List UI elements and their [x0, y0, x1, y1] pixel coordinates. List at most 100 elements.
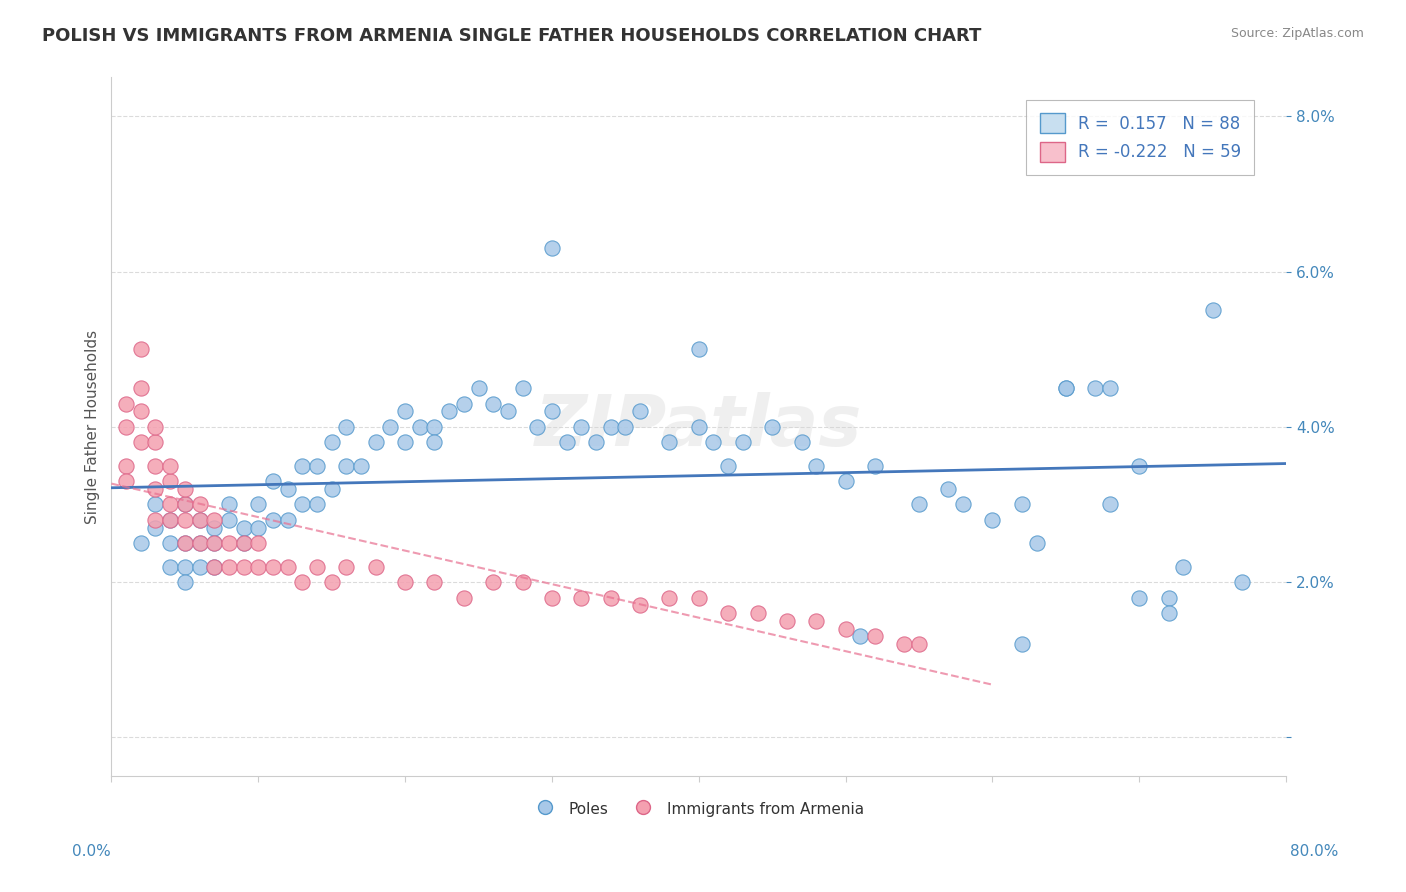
Point	[394, 404, 416, 418]
Point	[129, 404, 152, 418]
Point	[453, 591, 475, 605]
Point	[173, 498, 195, 512]
Legend: Poles, Immigrants from Armenia: Poles, Immigrants from Armenia	[527, 794, 870, 824]
Point	[159, 513, 181, 527]
Point	[202, 521, 225, 535]
Point	[159, 458, 181, 473]
Point	[129, 536, 152, 550]
Point	[1025, 536, 1047, 550]
Point	[202, 536, 225, 550]
Point	[747, 606, 769, 620]
Point	[232, 559, 254, 574]
Point	[834, 474, 856, 488]
Point	[526, 419, 548, 434]
Point	[188, 513, 211, 527]
Point	[232, 521, 254, 535]
Point	[1098, 498, 1121, 512]
Point	[218, 536, 240, 550]
Point	[159, 559, 181, 574]
Point	[409, 419, 432, 434]
Point	[423, 435, 446, 450]
Point	[291, 575, 314, 590]
Point	[247, 521, 270, 535]
Point	[1098, 381, 1121, 395]
Point	[188, 498, 211, 512]
Point	[364, 559, 387, 574]
Point	[145, 521, 167, 535]
Point	[262, 474, 284, 488]
Point	[115, 474, 138, 488]
Point	[115, 396, 138, 410]
Point	[232, 536, 254, 550]
Point	[364, 435, 387, 450]
Point	[834, 622, 856, 636]
Point	[908, 498, 931, 512]
Point	[291, 498, 314, 512]
Point	[731, 435, 754, 450]
Point	[776, 614, 799, 628]
Point	[173, 536, 195, 550]
Point	[599, 591, 621, 605]
Point	[496, 404, 519, 418]
Point	[145, 435, 167, 450]
Point	[863, 629, 886, 643]
Point	[321, 482, 343, 496]
Point	[569, 419, 592, 434]
Point	[1011, 498, 1033, 512]
Point	[1173, 559, 1195, 574]
Point	[321, 435, 343, 450]
Point	[628, 599, 651, 613]
Point	[305, 498, 328, 512]
Point	[145, 498, 167, 512]
Point	[482, 396, 505, 410]
Point	[218, 559, 240, 574]
Point	[599, 419, 621, 434]
Text: 0.0%: 0.0%	[72, 845, 111, 859]
Point	[423, 575, 446, 590]
Point	[790, 435, 813, 450]
Point	[145, 513, 167, 527]
Point	[658, 435, 681, 450]
Point	[688, 342, 710, 356]
Point	[305, 559, 328, 574]
Point	[145, 482, 167, 496]
Point	[173, 559, 195, 574]
Point	[291, 458, 314, 473]
Point	[1157, 591, 1180, 605]
Point	[482, 575, 505, 590]
Point	[1011, 637, 1033, 651]
Point	[277, 482, 299, 496]
Point	[688, 591, 710, 605]
Point	[1054, 381, 1077, 395]
Point	[188, 536, 211, 550]
Point	[202, 559, 225, 574]
Point	[1054, 381, 1077, 395]
Point	[541, 241, 564, 255]
Point	[159, 536, 181, 550]
Point	[1128, 458, 1150, 473]
Point	[350, 458, 373, 473]
Point	[806, 458, 828, 473]
Point	[1157, 606, 1180, 620]
Text: ZIPatlas: ZIPatlas	[536, 392, 862, 461]
Point	[541, 404, 564, 418]
Point	[188, 536, 211, 550]
Point	[394, 435, 416, 450]
Point	[321, 575, 343, 590]
Point	[614, 419, 637, 434]
Point	[863, 458, 886, 473]
Point	[512, 381, 534, 395]
Point	[247, 559, 270, 574]
Point	[394, 575, 416, 590]
Point	[467, 381, 489, 395]
Text: Source: ZipAtlas.com: Source: ZipAtlas.com	[1230, 27, 1364, 40]
Point	[1230, 575, 1253, 590]
Point	[173, 482, 195, 496]
Point	[569, 591, 592, 605]
Point	[658, 591, 681, 605]
Point	[173, 513, 195, 527]
Point	[129, 435, 152, 450]
Point	[115, 419, 138, 434]
Point	[541, 591, 564, 605]
Point	[952, 498, 974, 512]
